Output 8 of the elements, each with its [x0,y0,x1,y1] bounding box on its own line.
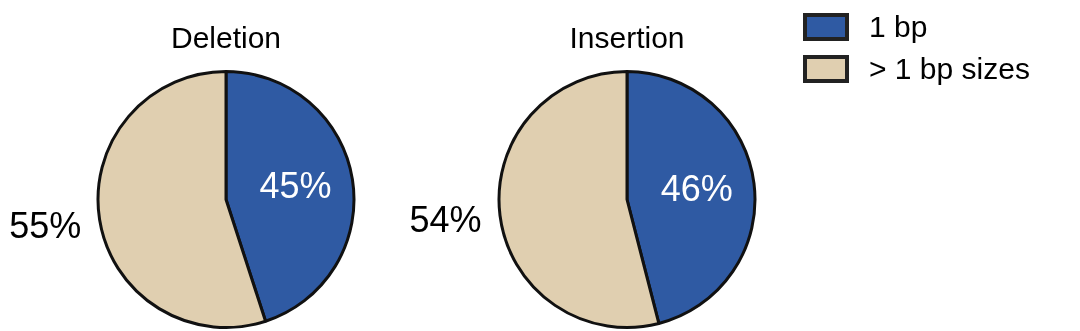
legend-label: 1 bp [869,10,928,44]
chart-title: Insertion [569,21,685,55]
chart-title: Deletion [170,21,282,55]
data-label: 46% [660,167,733,209]
data-label: 54% [409,199,482,241]
data-label: 55% [9,205,82,247]
data-label: 45% [259,165,332,207]
legend-label: > 1 bp sizes [869,52,1030,86]
